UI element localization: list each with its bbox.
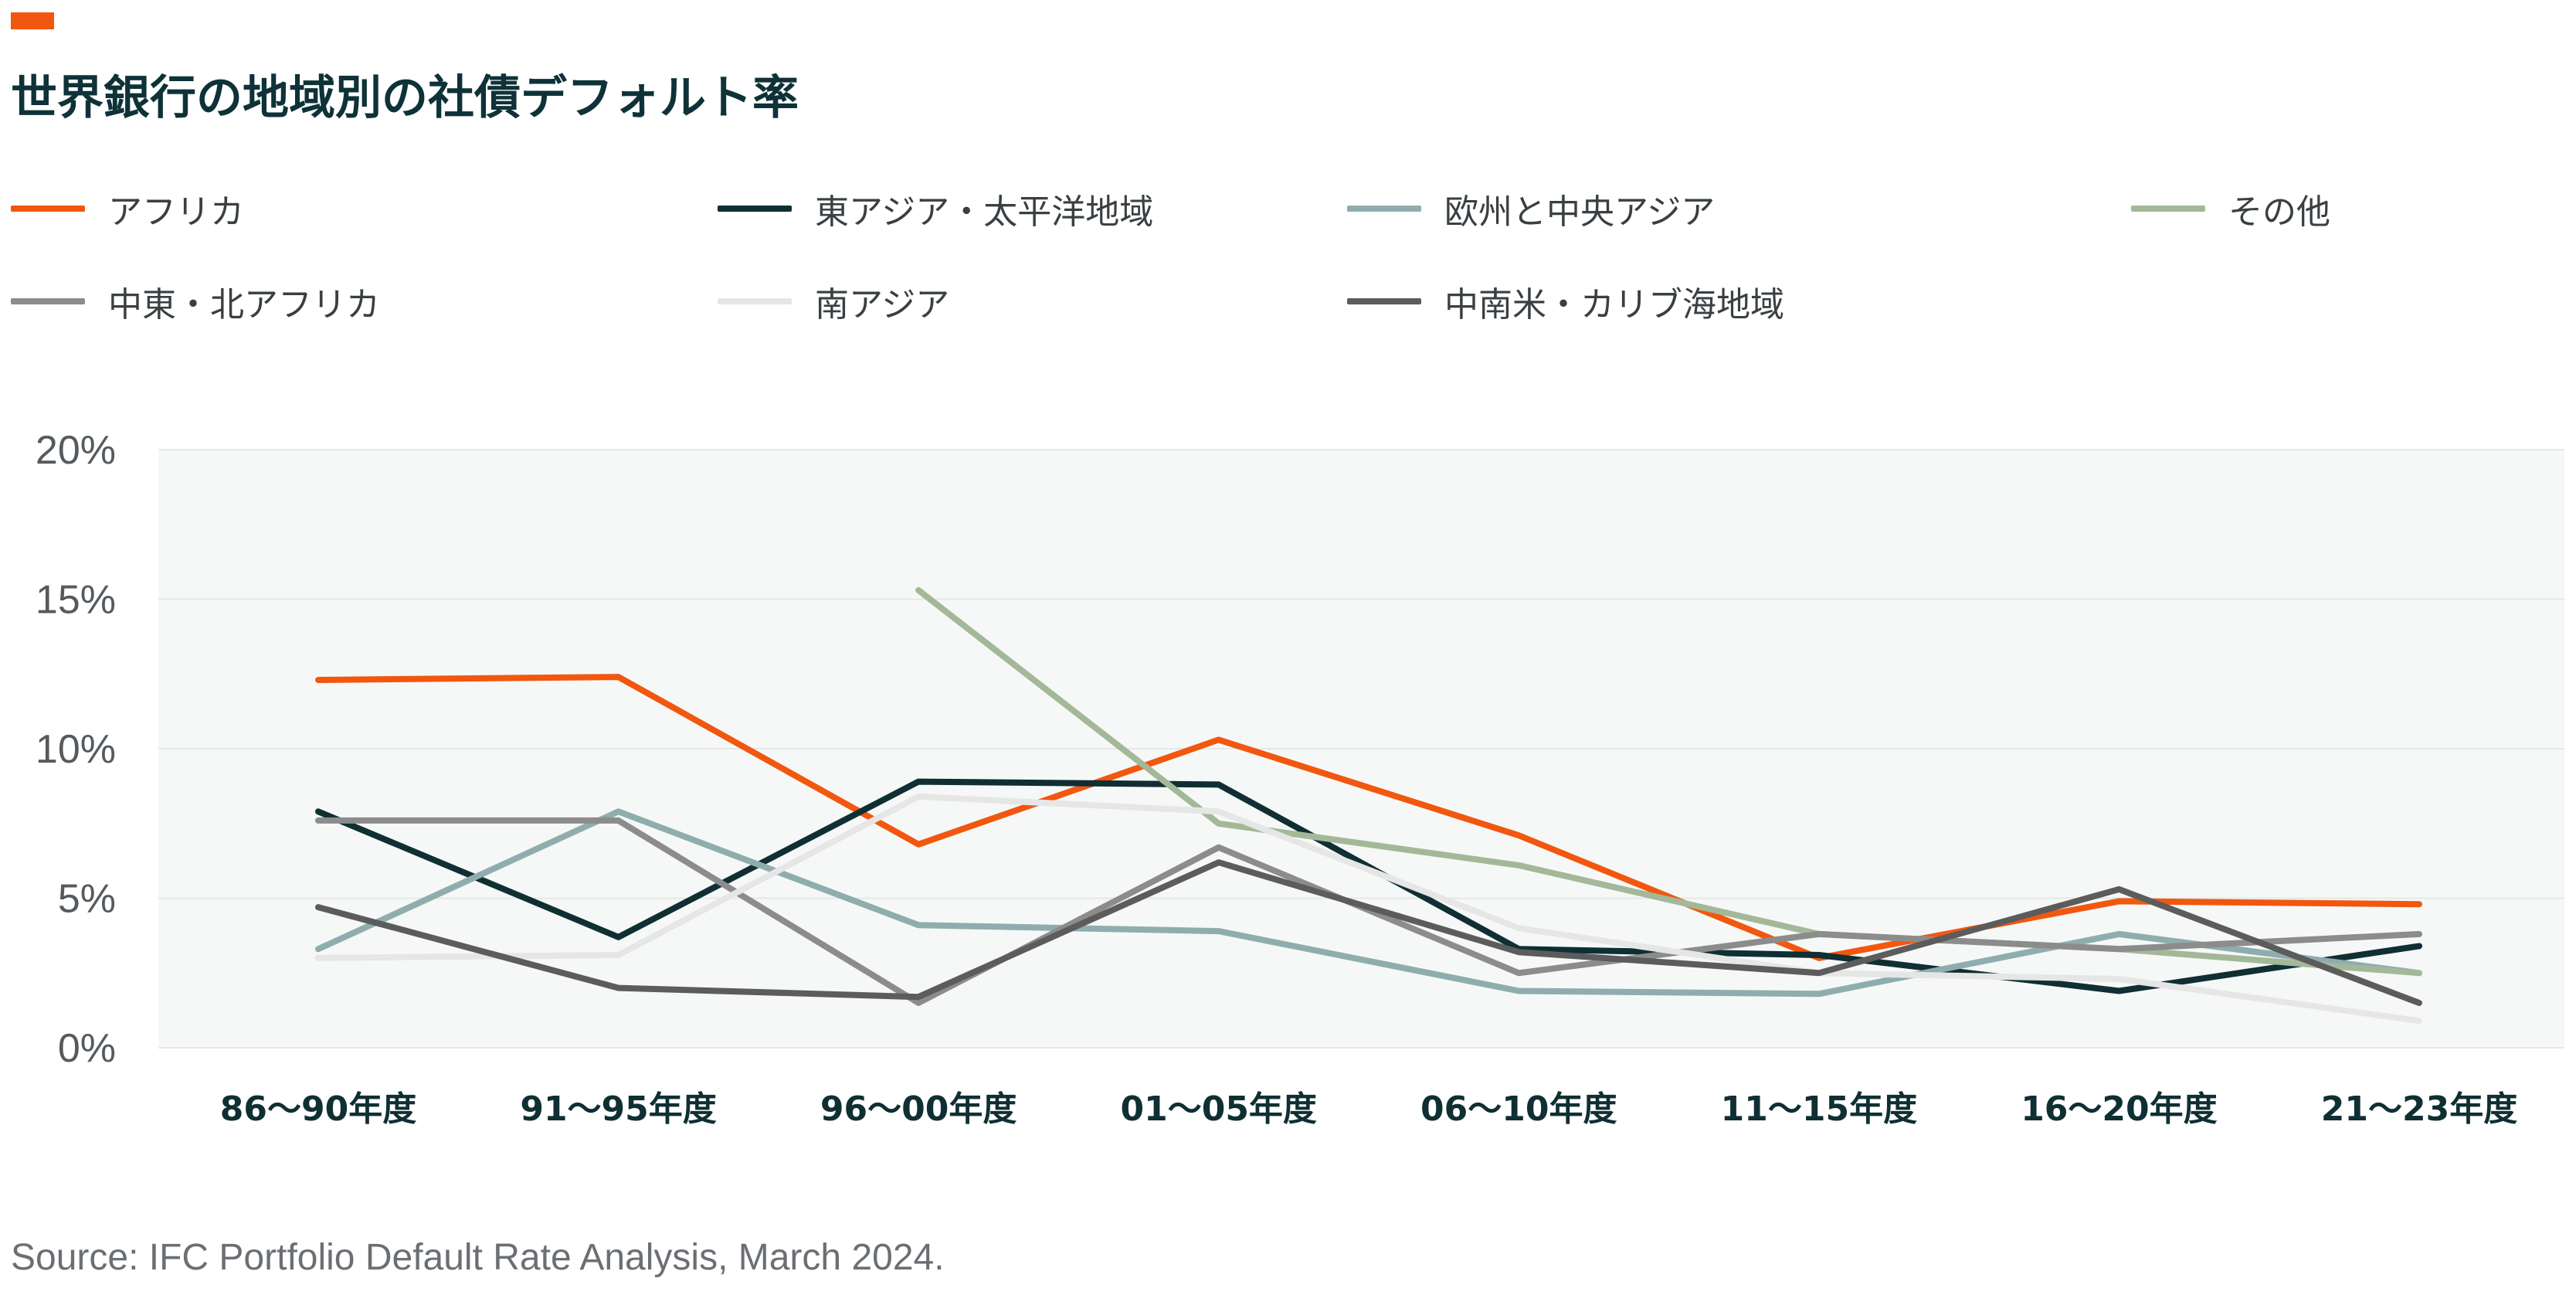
legend-label: 中東・北アフリカ: [108, 285, 380, 325]
legend-label: アフリカ: [108, 192, 244, 232]
series-line-1: [315, 674, 2422, 961]
legend-item: 南アジア: [718, 278, 949, 325]
y-tick-label: 10%: [36, 727, 116, 772]
series-line-7: [315, 859, 2422, 1006]
x-tick-label: 06～10年度: [1420, 1089, 1617, 1129]
x-tick-label: 11～15年度: [1721, 1089, 1917, 1129]
source-note: Source: IFC Portfolio Default Rate Analy…: [11, 1237, 945, 1278]
x-tick-label: 21～23年度: [2321, 1089, 2517, 1129]
legend-item: その他: [2131, 185, 2330, 232]
legend-item: 中東・北アフリカ: [11, 278, 380, 325]
x-tick-label: 91～95年度: [520, 1089, 716, 1129]
series-line-6: [315, 793, 2422, 1025]
accent-bar: [11, 12, 54, 29]
legend-label: 南アジア: [815, 285, 950, 325]
y-tick-label: 5%: [58, 877, 116, 922]
legend-item: 欧州と中央アジア: [1347, 185, 1715, 232]
x-tick-label: 86～90年度: [220, 1089, 416, 1129]
x-tick-label: 16～20年度: [2021, 1089, 2217, 1129]
legend-item: 東アジア・太平洋地域: [718, 185, 1153, 232]
legend-item: 中南米・カリブ海地域: [1347, 278, 1784, 325]
legend-label: 中南米・カリブ海地域: [1444, 285, 1784, 325]
legend-swatch: [718, 298, 792, 304]
legend-label: 東アジア・太平洋地域: [815, 192, 1154, 232]
chart-title: 世界銀行の地域別の社債デフォルト率: [11, 71, 799, 125]
y-tick-label: 0%: [58, 1026, 116, 1071]
legend-swatch: [1347, 298, 1421, 304]
legend-swatch: [718, 206, 792, 212]
legend-label: その他: [2228, 192, 2330, 232]
legend: アフリカ 東アジア・太平洋地域 欧州と中央アジア その他中東・北アフリカ 南アジア 中南米…: [11, 185, 2560, 371]
y-tick-label: 15%: [36, 578, 116, 623]
x-tick-label: 01～05年度: [1120, 1089, 1316, 1129]
legend-item: アフリカ: [11, 185, 244, 232]
legend-swatch: [11, 298, 85, 304]
legend-label: 欧州と中央アジア: [1444, 192, 1716, 232]
legend-swatch: [11, 206, 85, 212]
series-line-4: [915, 586, 2422, 977]
legend-swatch: [1347, 206, 1421, 212]
x-tick-label: 96～00年度: [820, 1089, 1016, 1129]
y-tick-label: 20%: [36, 428, 116, 473]
legend-swatch: [2131, 206, 2205, 212]
